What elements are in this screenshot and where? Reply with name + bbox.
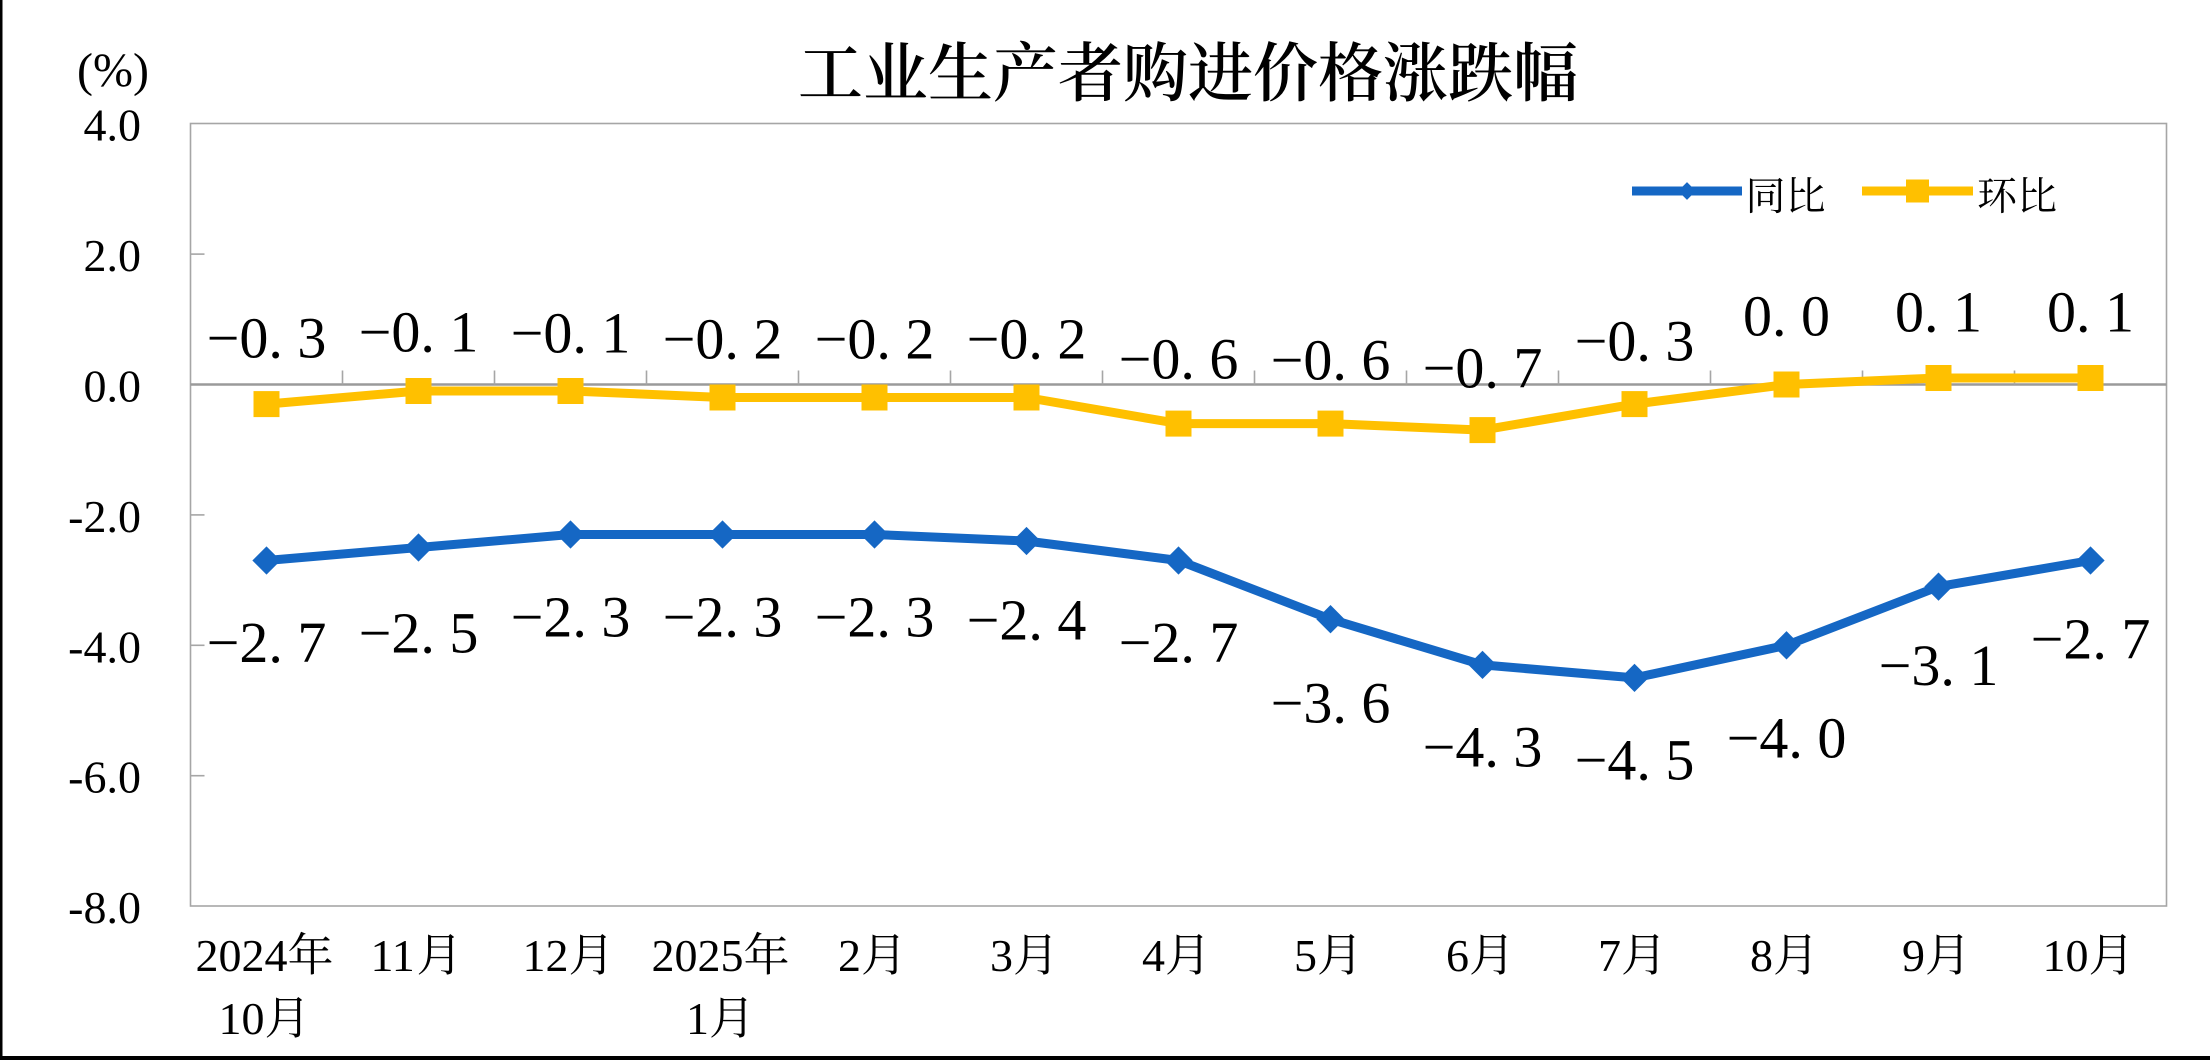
svg-text:0.0: 0.0 [84,361,142,412]
svg-text:2: 2 [838,930,861,981]
svg-text:−2. 3: −2. 3 [511,584,631,649]
svg-text:−0. 6: −0. 6 [1119,326,1239,391]
svg-text:6: 6 [1446,930,1469,981]
svg-text:-8.0: -8.0 [68,882,141,933]
svg-text:−0. 7: −0. 7 [1423,335,1543,400]
svg-text:-2.0: -2.0 [68,491,141,542]
svg-text:9: 9 [1902,930,1925,981]
svg-text:12: 12 [523,930,569,981]
svg-text:3: 3 [990,930,1013,981]
svg-text:-6.0: -6.0 [68,752,141,803]
svg-text:1: 1 [686,993,709,1044]
svg-text:−0. 1: −0. 1 [511,300,631,365]
svg-text:11: 11 [371,930,415,981]
svg-text:0. 1: 0. 1 [2047,279,2134,344]
svg-text:2.0: 2.0 [84,230,142,281]
svg-text:−0. 6: −0. 6 [1271,327,1391,392]
svg-text:−0. 2: −0. 2 [663,306,783,371]
svg-text:−0. 3: −0. 3 [207,305,327,370]
svg-text:−0. 2: −0. 2 [967,306,1087,371]
svg-text:−2. 3: −2. 3 [815,584,935,649]
svg-text:−2. 7: −2. 7 [207,610,327,675]
svg-text:-4.0: -4.0 [68,621,141,672]
svg-text:7: 7 [1598,930,1621,981]
svg-text:−3. 6: −3. 6 [1271,670,1391,735]
svg-text:4.0: 4.0 [84,100,142,151]
svg-text:−2. 3: −2. 3 [663,584,783,649]
svg-text:−2. 7: −2. 7 [2031,607,2151,672]
svg-text:5: 5 [1294,930,1317,981]
svg-text:−3. 1: −3. 1 [1879,633,1999,698]
svg-text:−2. 5: −2. 5 [359,600,479,665]
svg-text:10: 10 [2043,930,2089,981]
svg-text:−0. 2: −0. 2 [815,306,935,371]
svg-text:−2. 4: −2. 4 [967,587,1087,652]
svg-text:2024: 2024 [196,930,288,981]
svg-text:2025: 2025 [652,930,744,981]
svg-text:−0. 3: −0. 3 [1575,308,1695,373]
svg-text:8: 8 [1750,930,1773,981]
svg-text:0. 0: 0. 0 [1743,283,1830,348]
svg-text:(%): (%) [77,44,149,97]
svg-text:0. 1: 0. 1 [1895,279,1982,344]
svg-text:−2. 7: −2. 7 [1119,610,1239,675]
svg-text:−4. 0: −4. 0 [1727,705,1847,770]
svg-text:10: 10 [219,993,265,1044]
svg-text:4: 4 [1142,930,1165,981]
svg-text:−4. 3: −4. 3 [1423,714,1543,779]
svg-text:−0. 1: −0. 1 [359,299,479,364]
svg-text:−4. 5: −4. 5 [1575,727,1695,792]
